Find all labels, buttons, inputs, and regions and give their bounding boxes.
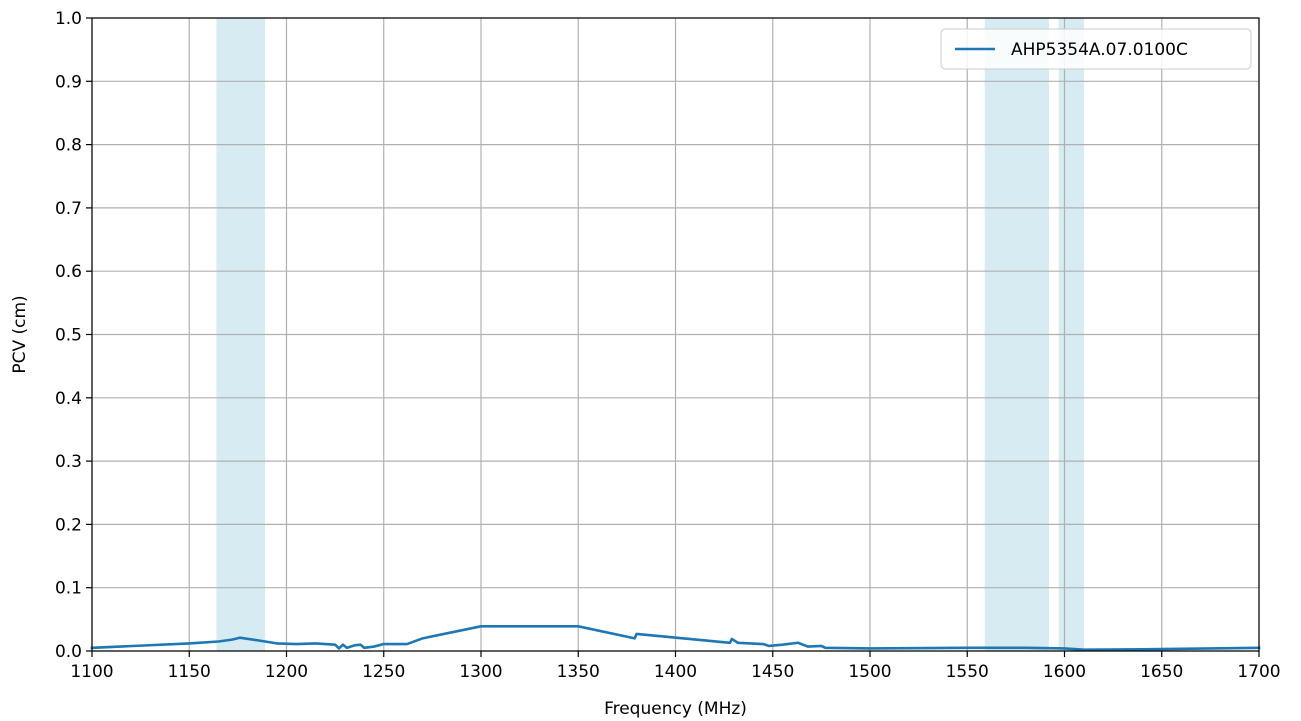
legend-box <box>940 28 1252 70</box>
x-tick-label-1: 1150 <box>168 662 211 682</box>
x-tick-label-12: 1700 <box>1237 662 1280 682</box>
x-tick-label-10: 1600 <box>1043 662 1086 682</box>
x-tick-label-2: 1200 <box>265 662 308 682</box>
series-line-1 <box>90 625 1261 652</box>
y-tick-label-7: 0.7 <box>55 199 82 219</box>
y-tick-label-3: 0.3 <box>55 452 82 472</box>
y-tick-label-8: 0.8 <box>55 136 82 156</box>
x-tick-label-3: 1250 <box>362 662 405 682</box>
x-tick-label-6: 1400 <box>654 662 697 682</box>
y-tick-label-0: 0.0 <box>55 642 82 662</box>
y-tick-label-9: 0.9 <box>55 72 82 92</box>
x-tick-label-5: 1350 <box>557 662 600 682</box>
legend-entry-label: AHP5354A.07.0100C <box>1011 40 1188 60</box>
y-tick-label-6: 0.6 <box>55 262 82 282</box>
y-axis-label: PCV (cm) <box>10 295 30 373</box>
y-tick-label-4: 0.4 <box>55 389 82 409</box>
y-tick-label-10: 1.0 <box>55 9 82 29</box>
y-tick-label-1: 0.1 <box>55 579 82 599</box>
x-tick-label-8: 1500 <box>848 662 891 682</box>
x-tick-label-11: 1650 <box>1140 662 1183 682</box>
data-series <box>90 625 1261 652</box>
y-tick-label-5: 0.5 <box>55 326 82 346</box>
x-tick-label-9: 1550 <box>946 662 989 682</box>
x-tick-label-7: 1450 <box>751 662 794 682</box>
x-tick-label-4: 1300 <box>459 662 502 682</box>
x-tick-label-0: 1100 <box>70 662 113 682</box>
y-axis-ticks: 0.0 0.1 0.2 0.3 0.4 0.5 0.6 0.7 0.8 0.9 1.0 <box>55 9 92 662</box>
legend: AHP5354A.07.0100C <box>940 28 1252 70</box>
x-axis-label: Frequency (MHz) <box>604 699 747 719</box>
y-tick-label-2: 0.2 <box>55 515 82 535</box>
x-axis-ticks: 1100 1150 1200 1250 1300 1350 1400 1450 1500 1550… <box>70 651 1281 682</box>
